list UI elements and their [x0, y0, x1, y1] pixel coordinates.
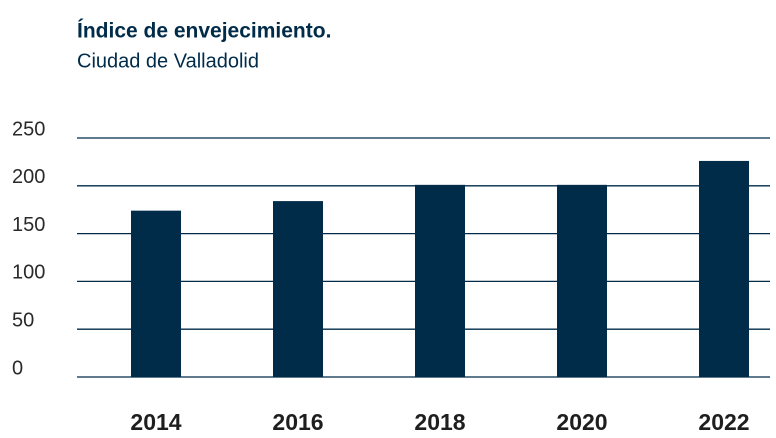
y-tick-label: 200 — [12, 166, 45, 188]
bar — [415, 184, 465, 377]
bar — [273, 201, 323, 377]
y-tick-label: 0 — [12, 357, 23, 379]
y-tick-label: 50 — [12, 309, 34, 331]
bar — [557, 184, 607, 377]
x-tick-label: 2018 — [414, 409, 465, 435]
chart-subtitle: Ciudad de Valladolid — [77, 50, 259, 72]
y-tick-label: 150 — [12, 214, 45, 236]
x-tick-label: 2016 — [272, 409, 323, 435]
y-tick-label: 100 — [12, 262, 45, 284]
y-tick-label: 250 — [12, 118, 45, 140]
x-tick-label: 2022 — [698, 409, 749, 435]
bar — [131, 210, 181, 377]
chart-title: Índice de envejecimiento. — [77, 20, 331, 43]
x-tick-label: 2014 — [130, 409, 181, 435]
bar — [699, 160, 749, 377]
x-tick-label: 2020 — [556, 409, 607, 435]
